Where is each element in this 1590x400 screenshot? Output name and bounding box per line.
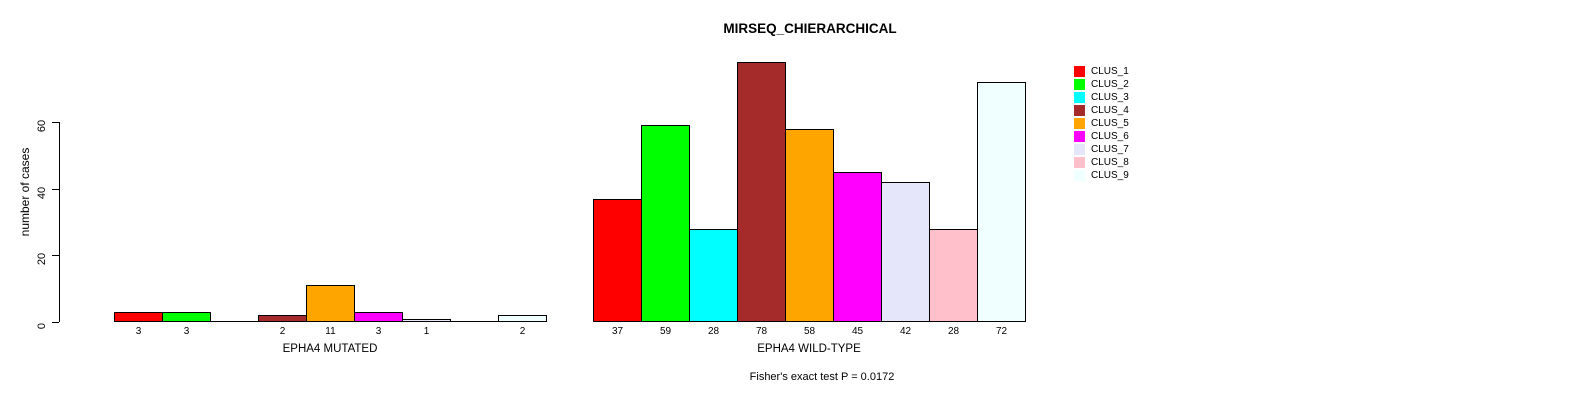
legend-item-label: CLUS_3	[1091, 92, 1129, 103]
legend-item-label: CLUS_8	[1091, 157, 1129, 168]
bar-value-label: 1	[423, 326, 430, 337]
y-axis-tick-mark	[52, 122, 59, 123]
bar-epha4-mutated-clus_3	[210, 321, 259, 322]
legend-item-clus_7: CLUS_7	[1074, 143, 1129, 156]
bar-value-label: 2	[279, 326, 286, 337]
bar-value-label: 3	[375, 326, 382, 337]
bar-epha4-wild-type-clus_2	[641, 125, 690, 322]
bar-value-label: 42	[899, 326, 912, 337]
legend-item-label: CLUS_7	[1091, 144, 1129, 155]
bar-epha4-mutated-clus_9	[498, 315, 547, 322]
legend-item-clus_8: CLUS_8	[1074, 156, 1129, 169]
legend-item-label: CLUS_5	[1091, 118, 1129, 129]
bar-epha4-wild-type-clus_3	[689, 229, 738, 322]
legend-item-label: CLUS_1	[1091, 66, 1129, 77]
bar-value-label: 2	[519, 326, 526, 337]
legend-item-clus_1: CLUS_1	[1074, 65, 1129, 78]
bar-value-label: 37	[611, 326, 624, 337]
bar-value-label: 11	[325, 326, 336, 337]
legend-item-clus_6: CLUS_6	[1074, 130, 1129, 143]
bar-value-label: 72	[995, 326, 1008, 337]
legend-item-clus_9: CLUS_9	[1074, 169, 1129, 182]
legend-color-swatch	[1074, 131, 1085, 142]
y-axis-title-text: number of cases	[18, 147, 32, 237]
bar-epha4-wild-type-clus_4	[737, 62, 786, 322]
legend: CLUS_1 CLUS_2 CLUS_3 CLUS_4 CLUS_5 CLUS_6 CLUS…	[1074, 65, 1129, 182]
bar-value-label: 58	[803, 326, 816, 337]
bar-epha4-wild-type-clus_5	[785, 129, 834, 322]
legend-item-clus_2: CLUS_2	[1074, 78, 1129, 91]
bar-epha4-wild-type-clus_9	[977, 82, 1026, 322]
legend-color-swatch	[1074, 105, 1085, 116]
legend-color-swatch	[1074, 144, 1085, 155]
legend-color-swatch	[1074, 118, 1085, 129]
bar-epha4-wild-type-clus_1	[593, 199, 642, 322]
bar-value-label: 45	[851, 326, 864, 337]
y-axis-tick-label-text: 0	[36, 322, 48, 330]
bar-epha4-mutated-clus_5	[306, 285, 355, 322]
legend-item-label: CLUS_4	[1091, 105, 1129, 116]
legend-item-clus_3: CLUS_3	[1074, 91, 1129, 104]
legend-item-label: CLUS_2	[1091, 79, 1129, 90]
bar-epha4-wild-type-clus_6	[833, 172, 882, 322]
y-axis-tick-label-text: 40	[36, 186, 48, 200]
y-axis-tick-mark	[52, 255, 59, 256]
bar-epha4-wild-type-clus_8	[929, 229, 978, 322]
bar-value-label: 3	[135, 326, 142, 337]
chart-title: MIRSEQ_CHIERARCHICAL	[723, 21, 897, 36]
bar-epha4-mutated-clus_7	[402, 319, 451, 322]
y-axis-tick-mark	[52, 322, 59, 323]
fisher-test-annotation: Fisher's exact test P = 0.0172	[749, 371, 895, 383]
legend-color-swatch	[1074, 170, 1085, 181]
y-axis-tick-mark	[52, 189, 59, 190]
legend-item-clus_4: CLUS_4	[1074, 104, 1129, 117]
legend-color-swatch	[1074, 66, 1085, 77]
y-axis-line	[59, 122, 60, 322]
legend-item-clus_5: CLUS_5	[1074, 117, 1129, 130]
bar-epha4-wild-type-clus_7	[881, 182, 930, 322]
legend-color-swatch	[1074, 79, 1085, 90]
y-axis-tick-label-text: 20	[36, 252, 48, 266]
bar-value-label: 28	[707, 326, 720, 337]
bar-epha4-mutated-clus_1	[114, 312, 163, 322]
x-axis-label-group-1: EPHA4 MUTATED	[282, 343, 378, 355]
bar-value-label: 28	[947, 326, 960, 337]
bar-value-label: 78	[755, 326, 768, 337]
bar-epha4-mutated-clus_8	[450, 321, 499, 322]
bar-epha4-mutated-clus_6	[354, 312, 403, 322]
legend-item-label: CLUS_6	[1091, 131, 1129, 142]
bar-epha4-mutated-clus_4	[258, 315, 307, 322]
x-axis-label-group-2: EPHA4 WILD-TYPE	[757, 343, 861, 355]
bar-value-label: 59	[659, 326, 672, 337]
legend-item-label: CLUS_9	[1091, 170, 1129, 181]
legend-color-swatch	[1074, 92, 1085, 103]
bar-epha4-mutated-clus_2	[162, 312, 211, 322]
legend-color-swatch	[1074, 157, 1085, 168]
bar-value-label: 3	[183, 326, 190, 337]
y-axis-tick-label-text: 60	[36, 119, 48, 133]
